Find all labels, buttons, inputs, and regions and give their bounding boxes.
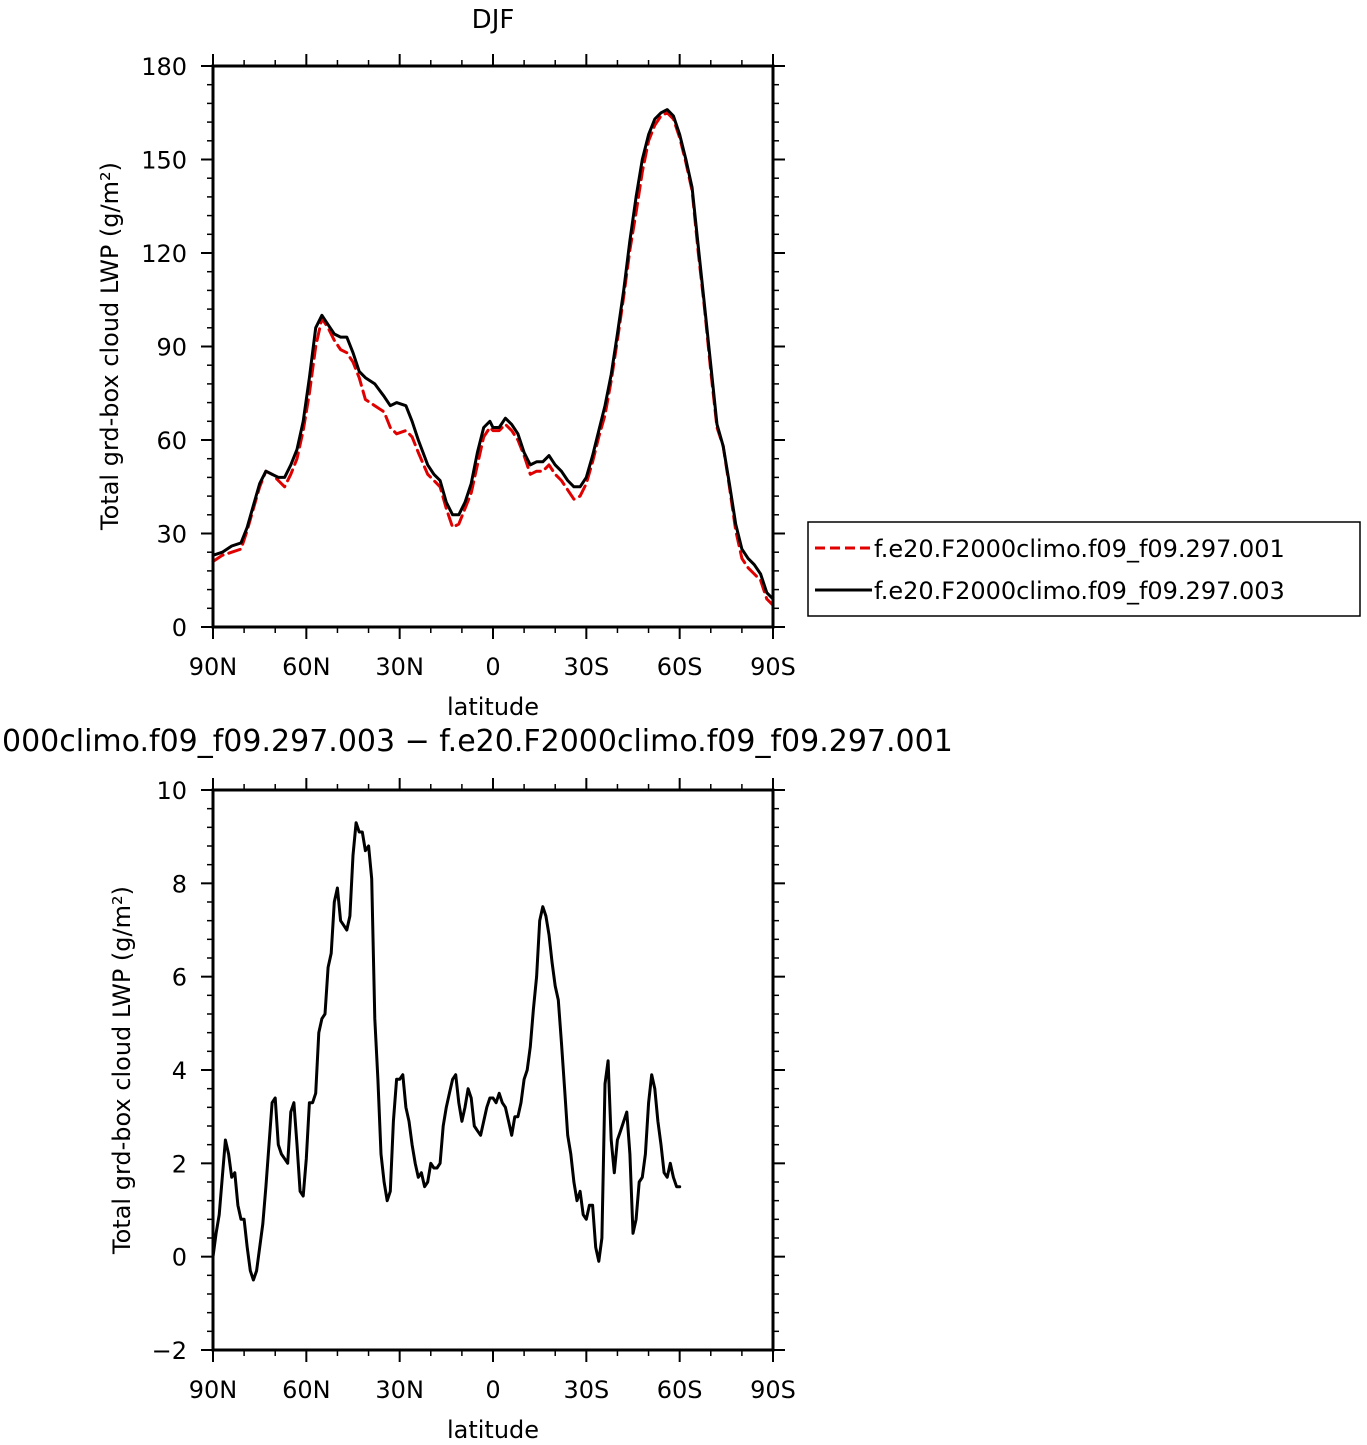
x-tick-label: 90S	[750, 653, 796, 681]
y-tick-label: 150	[141, 147, 187, 175]
y-tick-label: 6	[172, 964, 187, 992]
x-tick-label: 0	[485, 1376, 500, 1404]
bottom-x-axis-label: latitude	[447, 1416, 539, 1444]
bottom-axis-ticks: −2 0 2 4 6 8 10 90N 60N 30N 0 30S 60S 90S	[152, 777, 796, 1404]
x-tick-label: 60N	[282, 653, 331, 681]
x-tick-label: 60S	[657, 1376, 703, 1404]
x-tick-label: 90S	[750, 1376, 796, 1404]
y-tick-label: 2	[172, 1150, 187, 1178]
y-tick-label: 30	[156, 521, 187, 549]
y-tick-label: 0	[172, 1244, 187, 1272]
bottom-chart-title: 000climo.f09_f09.297.003 − f.e20.F2000cl…	[2, 724, 953, 759]
y-tick-label: 60	[156, 427, 187, 455]
legend-box	[807, 521, 1361, 617]
top-y-axis-label: Total grd-box cloud LWP (g/m²)	[96, 162, 124, 531]
bottom-series-layer	[211, 821, 682, 1282]
y-tick-label: 90	[156, 334, 187, 362]
bottom-plot-frame	[211, 788, 775, 1352]
x-tick-label: 60N	[282, 1376, 331, 1404]
y-tick-label: −2	[152, 1337, 187, 1365]
x-tick-label: 0	[485, 653, 500, 681]
y-tick-label: 180	[141, 53, 187, 81]
x-tick-label: 90N	[189, 653, 238, 681]
legend-label-003: f.e20.F2000climo.f09_f09.297.003	[874, 577, 1285, 605]
y-tick-label: 0	[172, 614, 187, 642]
x-tick-label: 30N	[375, 653, 424, 681]
x-tick-label: 90N	[189, 1376, 238, 1404]
top-series-layer	[211, 108, 775, 607]
bottom-y-axis-label: Total grd-box cloud LWP (g/m²)	[108, 886, 136, 1255]
y-tick-label: 120	[141, 240, 187, 268]
x-tick-label: 30S	[563, 653, 609, 681]
top-legend: f.e20.F2000climo.f09_f09.297.001 f.e20.F…	[807, 521, 1361, 617]
y-tick-label: 8	[172, 870, 187, 898]
bottom-panel: 000climo.f09_f09.297.003 − f.e20.F2000cl…	[2, 724, 953, 1444]
legend-label-001: f.e20.F2000climo.f09_f09.297.001	[874, 535, 1285, 563]
x-tick-label: 60S	[657, 653, 703, 681]
x-tick-label: 30N	[375, 1376, 424, 1404]
y-tick-label: 10	[156, 777, 187, 805]
series-line-black-solid	[211, 108, 775, 601]
y-tick-label: 4	[172, 1057, 187, 1085]
top-x-axis-label: latitude	[447, 693, 539, 721]
series-line-red-dashed	[211, 111, 775, 607]
top-chart-title: DJF	[472, 5, 515, 35]
top-axis-ticks: 0 30 60 90 120 150 180 90N 60N 30N 0 30S 60S 90S	[141, 53, 796, 681]
series-line-black-solid	[211, 821, 682, 1282]
top-plot-frame	[211, 64, 775, 629]
x-tick-label: 30S	[563, 1376, 609, 1404]
